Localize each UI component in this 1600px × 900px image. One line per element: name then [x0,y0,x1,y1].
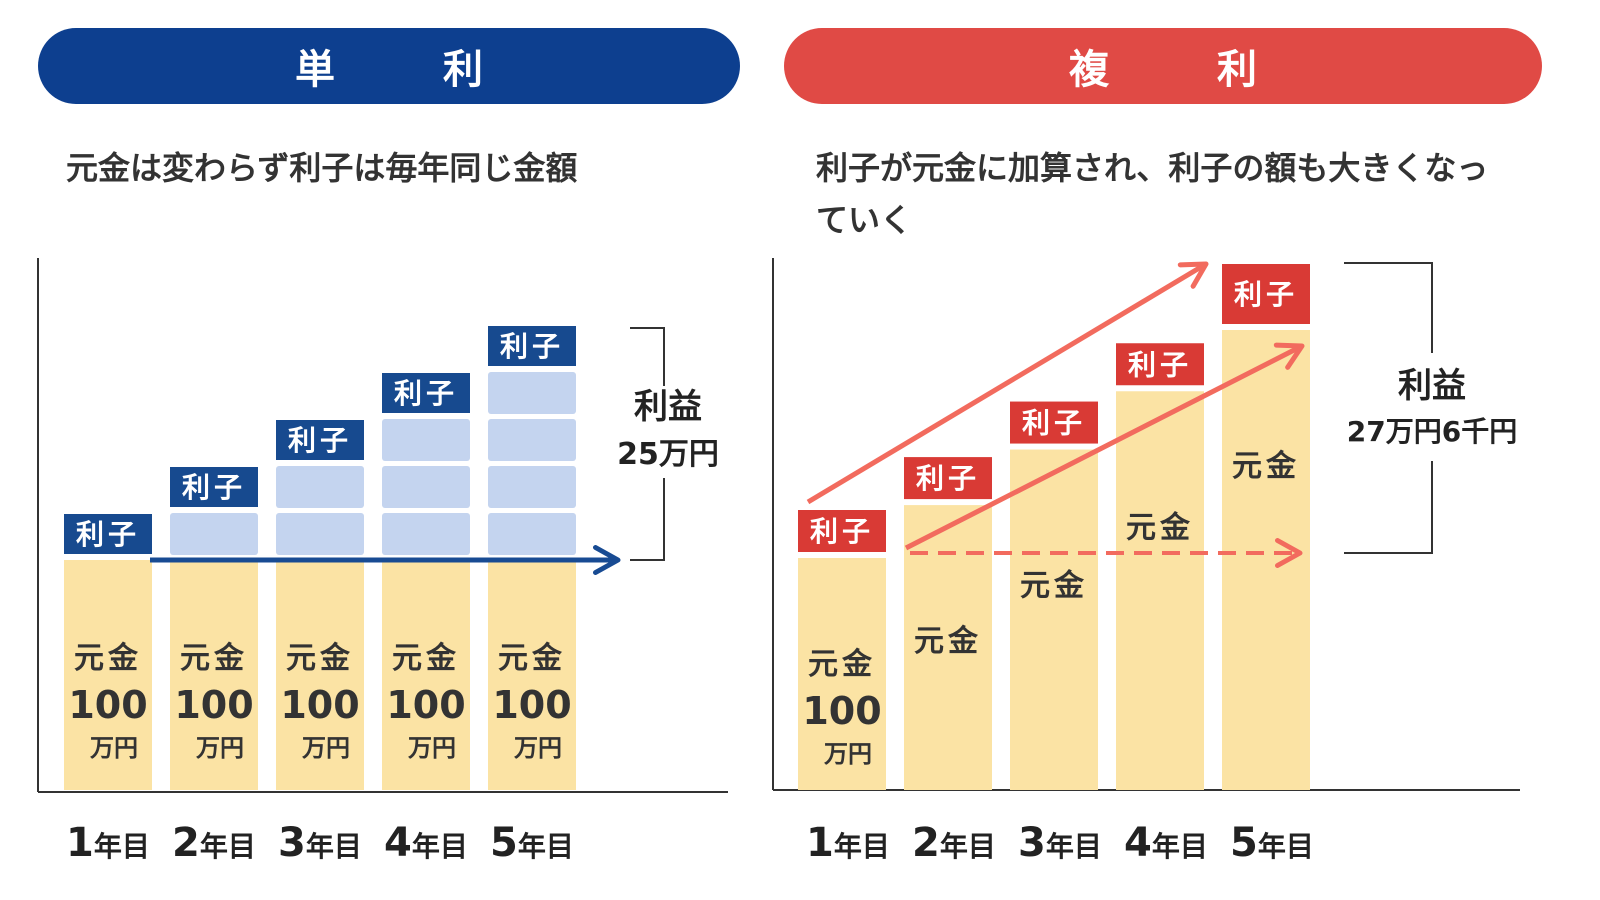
simple-interest-title: 単 利 [295,47,517,93]
interest-box [1010,401,1098,444]
principal-unit: 万円 [408,734,456,762]
interest-accumulated-block [382,513,470,555]
x-tick-label: 4年目 [384,820,468,866]
interest-box [798,510,886,552]
principal-bar [170,560,258,790]
simple-interest-header: 単 利 [38,28,740,104]
profit-bracket-top [630,327,665,386]
principal-label: 元金 [1126,510,1194,545]
interest-label: 利子 [810,515,874,548]
interest-label: 利子 [76,518,140,551]
x-tick-label: 1年目 [66,820,150,866]
principal-amount: 100 [492,683,571,727]
principal-label: 元金 [1232,449,1300,484]
interest-label: 利子 [1022,407,1086,440]
principal-label: 元金 [498,641,566,676]
interest-label: 利子 [288,424,352,457]
principal-unit: 万円 [90,734,138,762]
interest-label: 利子 [916,462,980,495]
profit-bracket-bottom [630,478,665,561]
x-tick-label: 2年目 [912,820,996,866]
profit-bracket-top [1344,262,1433,353]
principal-amount: 100 [280,683,359,727]
principal-amount: 100 [802,689,881,733]
interest-box [382,373,470,413]
interest-accumulated-block [170,513,258,555]
interest-box [488,326,576,366]
interest-label: 利子 [1128,348,1192,381]
interest-label: 利子 [500,330,564,363]
interest-box [64,514,152,554]
principal-bar [382,560,470,790]
interest-label: 利子 [394,377,458,410]
principal-bar [1116,391,1204,790]
interest-accumulated-block [488,466,576,508]
profit-value: 25万円 [617,437,719,472]
principal-bar [1010,449,1098,790]
principal-amount: 100 [174,683,253,727]
profit-bracket-bottom [1344,461,1433,554]
profit-label: 利益 [634,387,702,427]
interest-box [170,467,258,507]
x-tick-label: 5年目 [1230,820,1314,866]
interest-box [1222,264,1310,324]
simple-interest-chart: 元金 100 万円 利子 1年目 元金 100 万円 利子 2年目 元金 100 万円 利子 3年目 元金 10… [37,258,728,866]
interest-label: 利子 [182,471,246,504]
principal-bar [276,560,364,790]
principal-bar [1222,330,1310,790]
simple-interest-panel: 単 利 元金は変わらず利子は毎年同じ金額 元金 100 万円 利子 1年目 元金 100 万円… [0,0,760,900]
x-tick-label: 1年目 [806,820,890,866]
compound-interest-panel: 複 利 利子が元金に加算され、利子の額も大きくなっていく 元金 100 万円 利子 1年… [760,0,1560,900]
compound-interest-description: 利子が元金に加算され、利子の額も大きくなっていく [816,149,1489,239]
interest-accumulated-block [488,513,576,555]
principal-label: 元金 [286,641,354,676]
compound-interest-chart: 元金100万円利子1年目元金利子2年目元金利子3年目元金利子4年目元金利子5年目… [772,258,1520,866]
interest-box [276,420,364,460]
x-tick-label: 3年目 [278,820,362,866]
interest-accumulated-block [488,419,576,461]
principal-label: 元金 [914,624,982,659]
x-tick-label: 2年目 [172,820,256,866]
principal-bar [798,558,886,790]
principal-label: 元金 [1020,569,1088,604]
principal-amount: 100 [386,683,465,727]
growth-arrow-lower [904,342,1305,551]
principal-bar [488,560,576,790]
interest-accumulated-block [276,466,364,508]
interest-accumulated-block [382,419,470,461]
interest-accumulated-block [488,372,576,414]
x-tick-label: 5年目 [490,820,574,866]
interest-box [904,457,992,500]
interest-label: 利子 [1234,278,1298,311]
principal-label: 元金 [74,641,142,676]
principal-unit: 万円 [514,734,562,762]
principal-unit: 万円 [824,740,872,768]
x-tick-label: 4年目 [1124,820,1208,866]
principal-amount: 100 [68,683,147,727]
principal-label: 元金 [392,641,460,676]
growth-arrow-upper [806,261,1209,505]
compound-interest-header: 複 利 [784,28,1542,104]
principal-unit: 万円 [302,734,350,762]
x-tick-label: 3年目 [1018,820,1102,866]
compound-interest-title: 複 利 [1069,47,1291,93]
interest-box [1116,343,1204,386]
interest-accumulated-block [382,466,470,508]
interest-accumulated-block [276,513,364,555]
profit-label: 利益 [1398,366,1466,406]
simple-interest-description: 元金は変わらず利子は毎年同じ金額 [66,149,578,187]
principal-label: 元金 [808,647,876,682]
profit-value: 27万円6千円 [1347,415,1517,448]
principal-label: 元金 [180,641,248,676]
principal-unit: 万円 [196,734,244,762]
principal-bar [64,560,152,790]
